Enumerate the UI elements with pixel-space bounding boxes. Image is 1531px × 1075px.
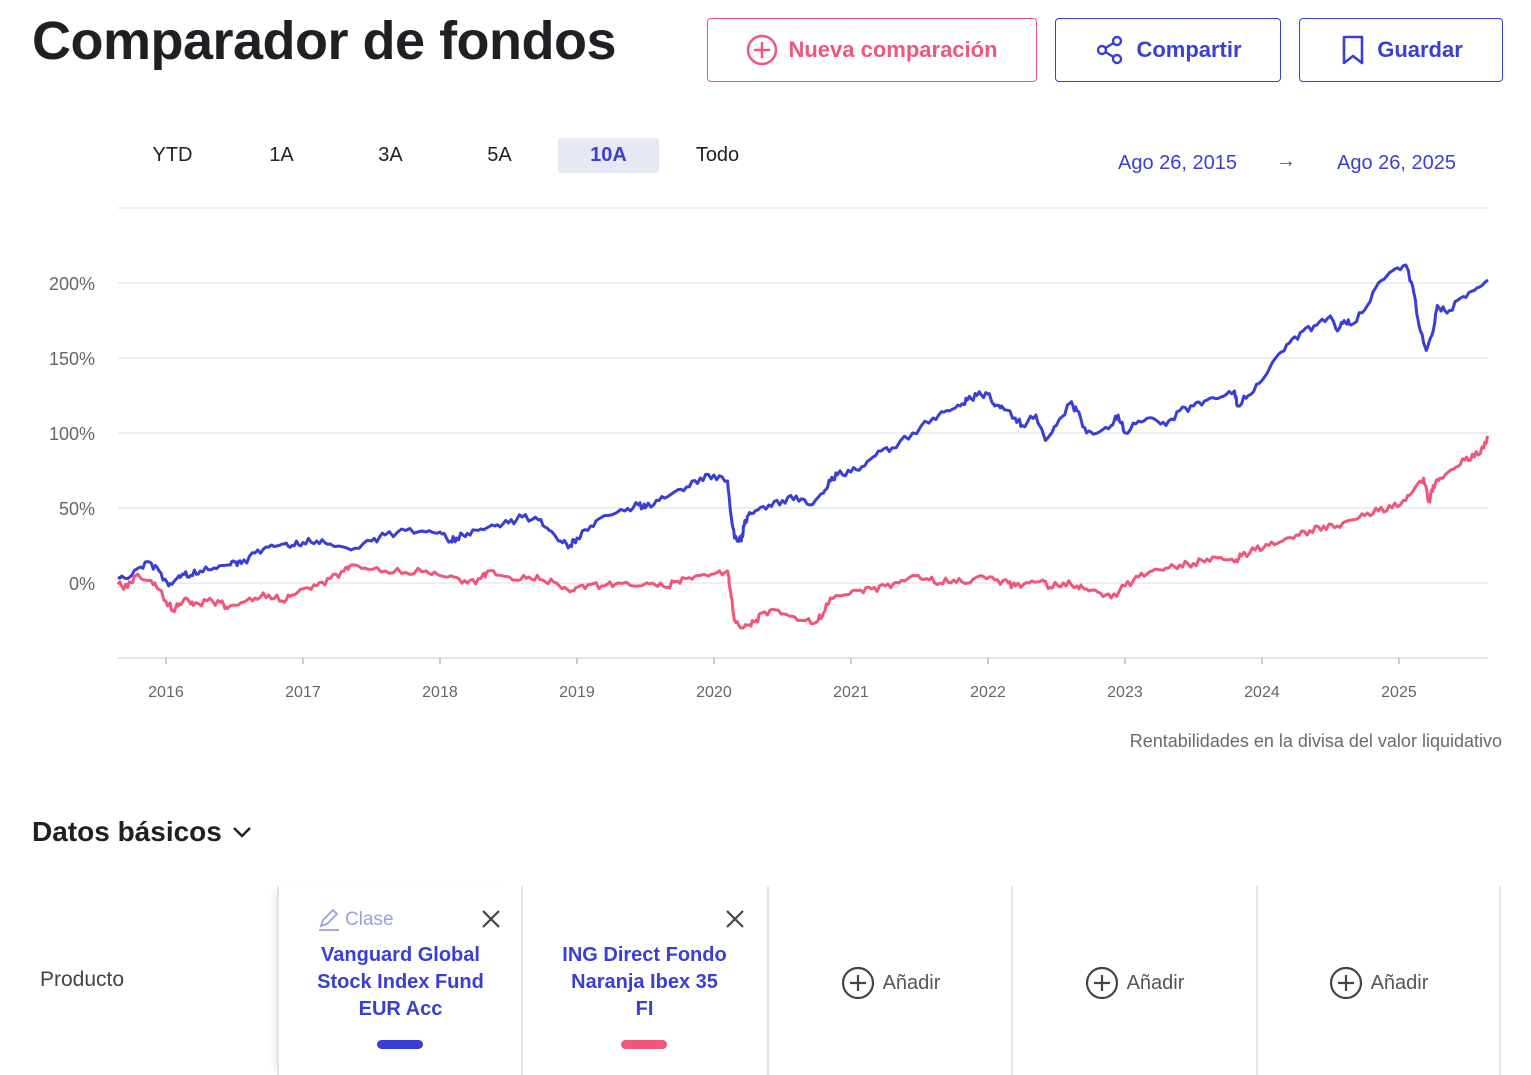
- x-tick-label: 2017: [285, 684, 321, 701]
- plus-circle-icon: [747, 34, 778, 66]
- close-icon[interactable]: [480, 908, 502, 930]
- x-tick-label: 2016: [148, 684, 184, 701]
- bookmark-icon: [1342, 35, 1364, 65]
- basic-data-toggle[interactable]: Datos básicos: [32, 816, 254, 848]
- fund-column-2: ING Direct Fondo Naranja Ibex 35 FI: [521, 886, 766, 1075]
- y-tick-label: 200%: [49, 274, 95, 294]
- save-button[interactable]: Guardar: [1299, 18, 1503, 82]
- y-tick-label: 100%: [49, 424, 95, 444]
- plus-circle-icon: [1085, 966, 1118, 1000]
- x-tick-label: 2022: [970, 684, 1006, 701]
- x-tick-label: 2024: [1244, 684, 1280, 701]
- new-comparison-label: Nueva comparación: [788, 37, 998, 62]
- series-line-1: [117, 263, 1489, 588]
- range-5a[interactable]: 5A: [487, 144, 512, 166]
- add-fund-button[interactable]: Añadir: [1013, 966, 1256, 1000]
- plus-circle-icon: [841, 966, 874, 1000]
- y-tick-label: 50%: [59, 499, 95, 519]
- series-line-2: [116, 435, 1490, 630]
- add-column-4: Añadir: [1011, 886, 1256, 1075]
- date-arrow: →: [1276, 150, 1296, 172]
- range-10a[interactable]: 10A: [558, 138, 659, 173]
- add-label: Añadir: [1126, 971, 1185, 994]
- x-tick-label: 2023: [1107, 684, 1143, 701]
- chevron-down-icon: [232, 827, 251, 838]
- fund-name-1[interactable]: Vanguard Global Stock Index Fund EUR Acc: [317, 944, 484, 1020]
- add-label: Añadir: [1370, 971, 1429, 994]
- share-button[interactable]: Compartir: [1055, 18, 1281, 82]
- fund-name-2[interactable]: ING Direct Fondo Naranja Ibex 35 FI: [562, 944, 727, 1020]
- x-tick-label: 2025: [1381, 684, 1417, 701]
- range-1a[interactable]: 1A: [269, 144, 294, 166]
- date-from[interactable]: Ago 26, 2015: [1118, 152, 1237, 174]
- range-ytd[interactable]: YTD: [152, 144, 193, 166]
- performance-chart: 0% 50% 100% 150% 200% 2016 2017 2018 2019 2020 202…: [49, 207, 1490, 701]
- y-tick-label: 0%: [69, 574, 95, 594]
- clase-label: Clase: [345, 909, 394, 930]
- x-tick-label: 2018: [422, 684, 458, 701]
- fund-column-1: Clase Vanguard Global Stock Index Fund E…: [277, 886, 522, 1075]
- fund-color-swatch-1: [377, 1040, 423, 1049]
- add-label: Añadir: [882, 971, 941, 994]
- pencil-icon: [319, 908, 339, 931]
- y-tick-label: 150%: [49, 349, 95, 369]
- fund-color-swatch-2: [621, 1040, 667, 1049]
- edit-class-button[interactable]: Clase: [317, 908, 394, 932]
- share-icon: [1097, 35, 1123, 65]
- x-tick-label: 2020: [696, 684, 732, 701]
- basic-data-title: Datos básicos: [32, 816, 222, 847]
- add-fund-button[interactable]: Añadir: [1258, 966, 1499, 1000]
- chart-note: Rentabilidades en la divisa del valor li…: [1129, 731, 1502, 751]
- add-column-3: Añadir: [767, 886, 1012, 1075]
- time-range-selector: YTD 1A 3A 5A 10A Todo: [122, 138, 776, 173]
- add-column-5: Añadir: [1256, 886, 1501, 1075]
- share-label: Compartir: [1136, 37, 1242, 62]
- x-tick-label: 2019: [559, 684, 595, 701]
- add-fund-button[interactable]: Añadir: [769, 966, 1012, 1000]
- range-todo[interactable]: Todo: [695, 144, 740, 166]
- save-label: Guardar: [1377, 37, 1463, 62]
- page-title: Comparador de fondos: [32, 11, 617, 71]
- plus-circle-icon: [1329, 966, 1362, 1000]
- product-row-label: Producto: [40, 968, 125, 991]
- date-to[interactable]: Ago 26, 2025: [1337, 152, 1456, 174]
- range-3a[interactable]: 3A: [378, 144, 403, 166]
- x-tick-label: 2021: [833, 684, 869, 701]
- close-icon[interactable]: [724, 908, 746, 930]
- new-comparison-button[interactable]: Nueva comparación: [707, 18, 1037, 82]
